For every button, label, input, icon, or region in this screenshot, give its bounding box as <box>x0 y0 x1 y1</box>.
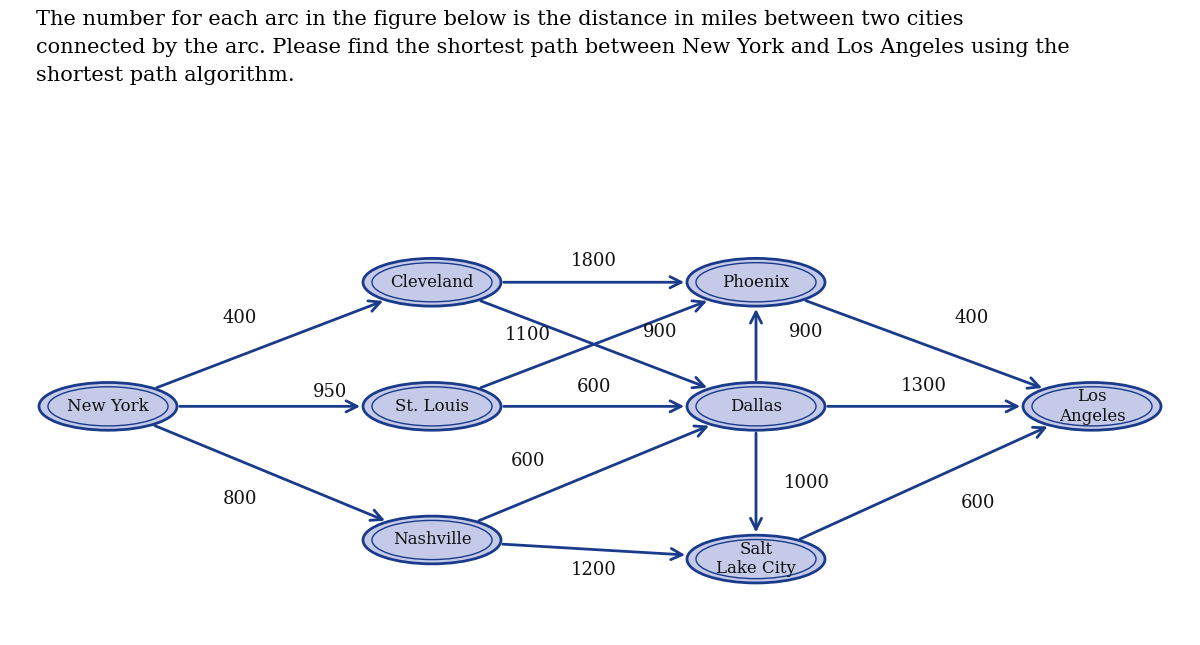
Text: 400: 400 <box>223 309 257 327</box>
Text: St. Louis: St. Louis <box>395 398 469 415</box>
Ellipse shape <box>686 535 826 583</box>
Text: 400: 400 <box>955 309 989 327</box>
Text: Dallas: Dallas <box>730 398 782 415</box>
Text: 900: 900 <box>643 323 677 341</box>
Ellipse shape <box>364 382 502 430</box>
Text: 1200: 1200 <box>571 561 617 579</box>
Ellipse shape <box>686 382 826 430</box>
Text: 1300: 1300 <box>901 377 947 395</box>
Text: 600: 600 <box>577 378 611 396</box>
Text: 600: 600 <box>511 452 545 470</box>
Text: Los
Angeles: Los Angeles <box>1058 388 1126 424</box>
Text: The number for each arc in the figure below is the distance in miles between two: The number for each arc in the figure be… <box>36 10 1069 84</box>
Ellipse shape <box>686 259 826 306</box>
Text: 800: 800 <box>223 490 257 508</box>
Ellipse shape <box>38 382 178 430</box>
Ellipse shape <box>364 259 502 306</box>
Text: 900: 900 <box>790 323 823 341</box>
Text: Salt
Lake City: Salt Lake City <box>716 541 796 577</box>
Text: 600: 600 <box>961 494 995 511</box>
Ellipse shape <box>1022 382 1162 430</box>
Ellipse shape <box>364 516 502 564</box>
Text: Phoenix: Phoenix <box>722 273 790 291</box>
Text: 1800: 1800 <box>571 252 617 270</box>
Text: 950: 950 <box>313 383 347 401</box>
Text: New York: New York <box>67 398 149 415</box>
Text: 1100: 1100 <box>505 326 551 344</box>
Text: Cleveland: Cleveland <box>390 273 474 291</box>
Text: Nashville: Nashville <box>392 531 472 548</box>
Text: 1000: 1000 <box>784 473 829 491</box>
